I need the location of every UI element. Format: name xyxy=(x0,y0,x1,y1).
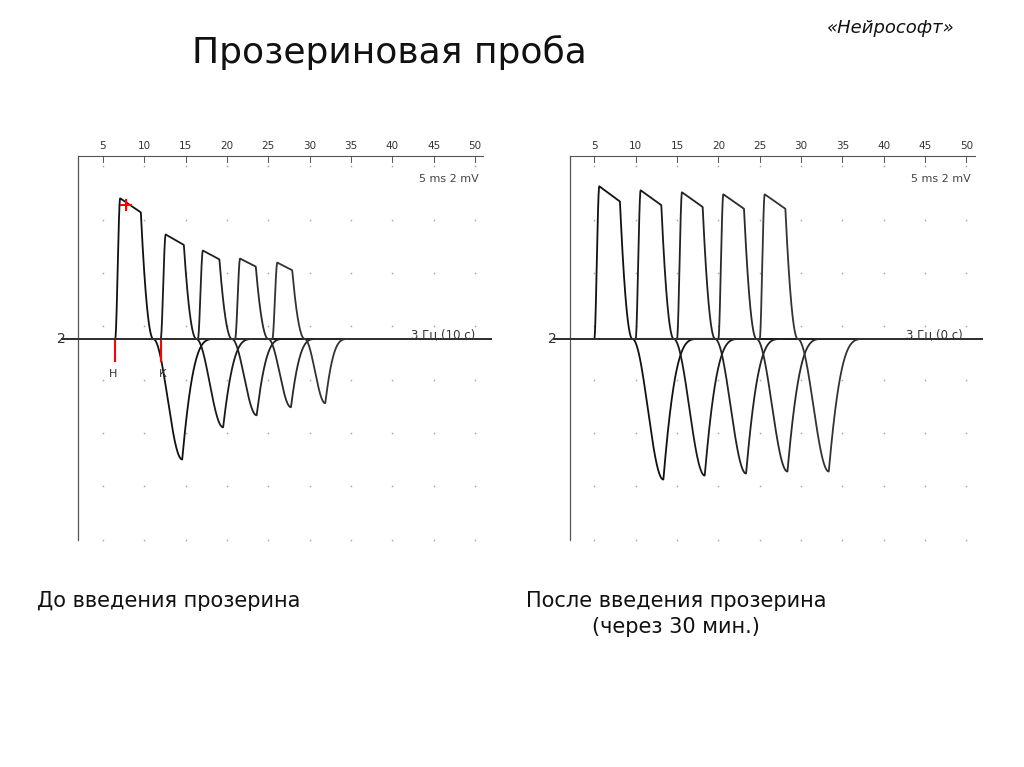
Text: 5: 5 xyxy=(99,141,106,151)
Text: 25: 25 xyxy=(753,141,766,151)
Text: 50: 50 xyxy=(959,141,973,151)
Text: 15: 15 xyxy=(179,141,193,151)
Text: Н: Н xyxy=(109,369,117,379)
Text: 30: 30 xyxy=(795,141,808,151)
Text: 2: 2 xyxy=(56,332,66,346)
Text: 40: 40 xyxy=(386,141,398,151)
Text: 35: 35 xyxy=(344,141,357,151)
Text: 15: 15 xyxy=(671,141,684,151)
Text: 40: 40 xyxy=(878,141,890,151)
Text: 25: 25 xyxy=(261,141,274,151)
Text: 5 ms 2 mV: 5 ms 2 mV xyxy=(911,174,971,184)
Text: 20: 20 xyxy=(220,141,233,151)
Text: 45: 45 xyxy=(427,141,440,151)
Text: 50: 50 xyxy=(468,141,481,151)
Text: 10: 10 xyxy=(137,141,151,151)
Text: Прозериновая проба: Прозериновая проба xyxy=(191,35,587,70)
Text: До введения прозерина: До введения прозерина xyxy=(37,591,301,611)
Text: После введения прозерина
(через 30 мин.): После введения прозерина (через 30 мин.) xyxy=(525,591,826,637)
Text: 2: 2 xyxy=(548,332,557,346)
Text: 45: 45 xyxy=(919,141,932,151)
Text: 35: 35 xyxy=(836,141,849,151)
Text: 10: 10 xyxy=(629,141,642,151)
Text: 3 Гц.(10 с).: 3 Гц.(10 с). xyxy=(411,328,479,341)
Text: 3 Гц.(0 с) .: 3 Гц.(0 с) . xyxy=(906,328,971,341)
Text: К: К xyxy=(160,369,167,379)
Text: 20: 20 xyxy=(712,141,725,151)
Text: 5: 5 xyxy=(591,141,598,151)
Text: 5 ms 2 mV: 5 ms 2 mV xyxy=(420,174,479,184)
Text: 30: 30 xyxy=(303,141,316,151)
Text: «Нейрософт»: «Нейрософт» xyxy=(827,19,954,37)
